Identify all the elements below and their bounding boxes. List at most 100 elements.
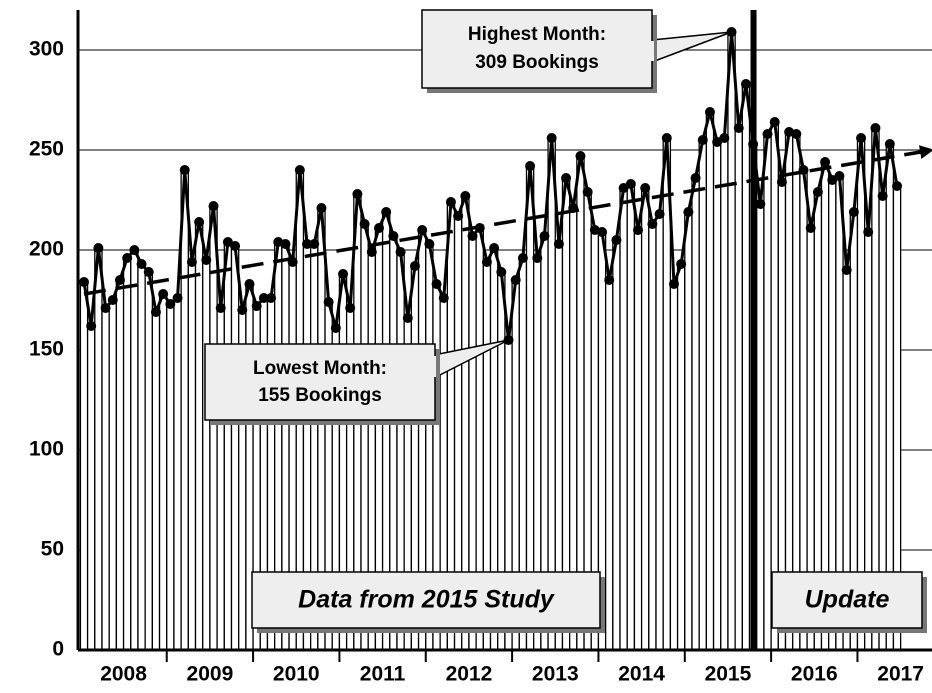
bar	[720, 137, 729, 651]
data-point	[208, 201, 219, 211]
bar	[122, 257, 132, 651]
y-tick-label: 0	[52, 638, 64, 661]
data-point	[762, 129, 773, 139]
bar	[633, 229, 643, 651]
data-point	[791, 129, 802, 139]
data-line	[82, 31, 899, 341]
data-point	[381, 207, 392, 217]
data-point	[122, 253, 133, 263]
data-point	[812, 187, 823, 197]
data-point	[417, 225, 428, 235]
pointer-cover	[651, 41, 654, 61]
x-tick-label: 2012	[446, 663, 493, 686]
data-point	[409, 261, 420, 271]
x-tick-label: 2017	[877, 663, 924, 686]
data-point	[100, 303, 111, 313]
data-point	[805, 223, 816, 233]
data-point	[79, 277, 89, 287]
data-point	[496, 267, 507, 277]
annotation: Highest Month:	[468, 24, 606, 45]
y-tick-label: 150	[29, 338, 64, 361]
data-point	[474, 223, 485, 233]
annotation: 309 Bookings	[475, 52, 599, 73]
data-point	[877, 191, 888, 201]
pointer	[433, 339, 509, 379]
data-point	[640, 183, 651, 193]
bar	[223, 241, 233, 651]
data-point	[323, 297, 334, 307]
study-box	[251, 571, 601, 629]
data-point	[338, 269, 349, 279]
bar	[187, 261, 197, 651]
data-point	[892, 181, 903, 191]
data-point	[445, 197, 456, 207]
data-point	[604, 275, 615, 285]
data-point	[309, 239, 320, 249]
data-point	[143, 267, 154, 277]
data-point	[625, 179, 636, 189]
y-tick-label: 300	[29, 38, 64, 61]
bar	[151, 311, 161, 651]
data-point	[424, 239, 435, 249]
bar	[705, 111, 715, 651]
data-point	[553, 239, 564, 249]
highest-box	[421, 9, 653, 89]
data-point	[316, 203, 327, 213]
data-point	[661, 133, 672, 143]
bar	[698, 139, 708, 651]
data-point	[280, 239, 291, 249]
bar	[648, 223, 657, 651]
data-point	[302, 239, 313, 249]
data-point	[748, 139, 759, 149]
data-point	[834, 171, 845, 181]
data-point	[532, 253, 543, 263]
x-tick-label: 2015	[705, 663, 752, 686]
data-point	[525, 161, 536, 171]
data-point	[266, 293, 277, 303]
data-point	[402, 313, 413, 323]
data-point	[453, 211, 464, 221]
data-point	[467, 231, 478, 241]
data-point	[172, 293, 183, 303]
x-tick-label: 2010	[273, 663, 320, 686]
data-point	[740, 79, 751, 89]
data-point	[366, 247, 377, 257]
data-point	[683, 207, 694, 217]
data-point	[165, 299, 176, 309]
bar	[669, 283, 679, 651]
update-box	[771, 571, 923, 629]
data-point	[820, 157, 831, 167]
data-point	[561, 173, 572, 183]
data-point	[179, 165, 190, 175]
bar	[202, 259, 211, 651]
data-point	[460, 191, 471, 201]
bar	[108, 299, 118, 651]
bar	[727, 31, 736, 651]
bar	[763, 133, 772, 651]
x-tick-label: 2013	[532, 663, 579, 686]
annotation: Data from 2015 Study	[298, 586, 555, 614]
bar	[619, 187, 628, 651]
data-point	[373, 223, 384, 233]
data-point	[215, 303, 226, 313]
data-point	[395, 247, 406, 257]
data-point	[230, 241, 241, 251]
data-point	[150, 307, 161, 317]
data-point	[733, 123, 744, 133]
bar	[604, 279, 614, 651]
data-point	[884, 139, 895, 149]
bar	[640, 187, 650, 651]
data-point	[856, 133, 867, 143]
data-point	[546, 133, 557, 143]
bar	[770, 121, 779, 651]
data-point	[755, 199, 766, 209]
data-point	[798, 165, 809, 175]
data-point	[330, 323, 341, 333]
y-tick-label: 100	[29, 438, 64, 461]
data-point	[668, 279, 679, 289]
bar	[130, 249, 139, 651]
data-point	[776, 177, 787, 187]
data-point	[769, 117, 780, 127]
data-point	[848, 207, 859, 217]
